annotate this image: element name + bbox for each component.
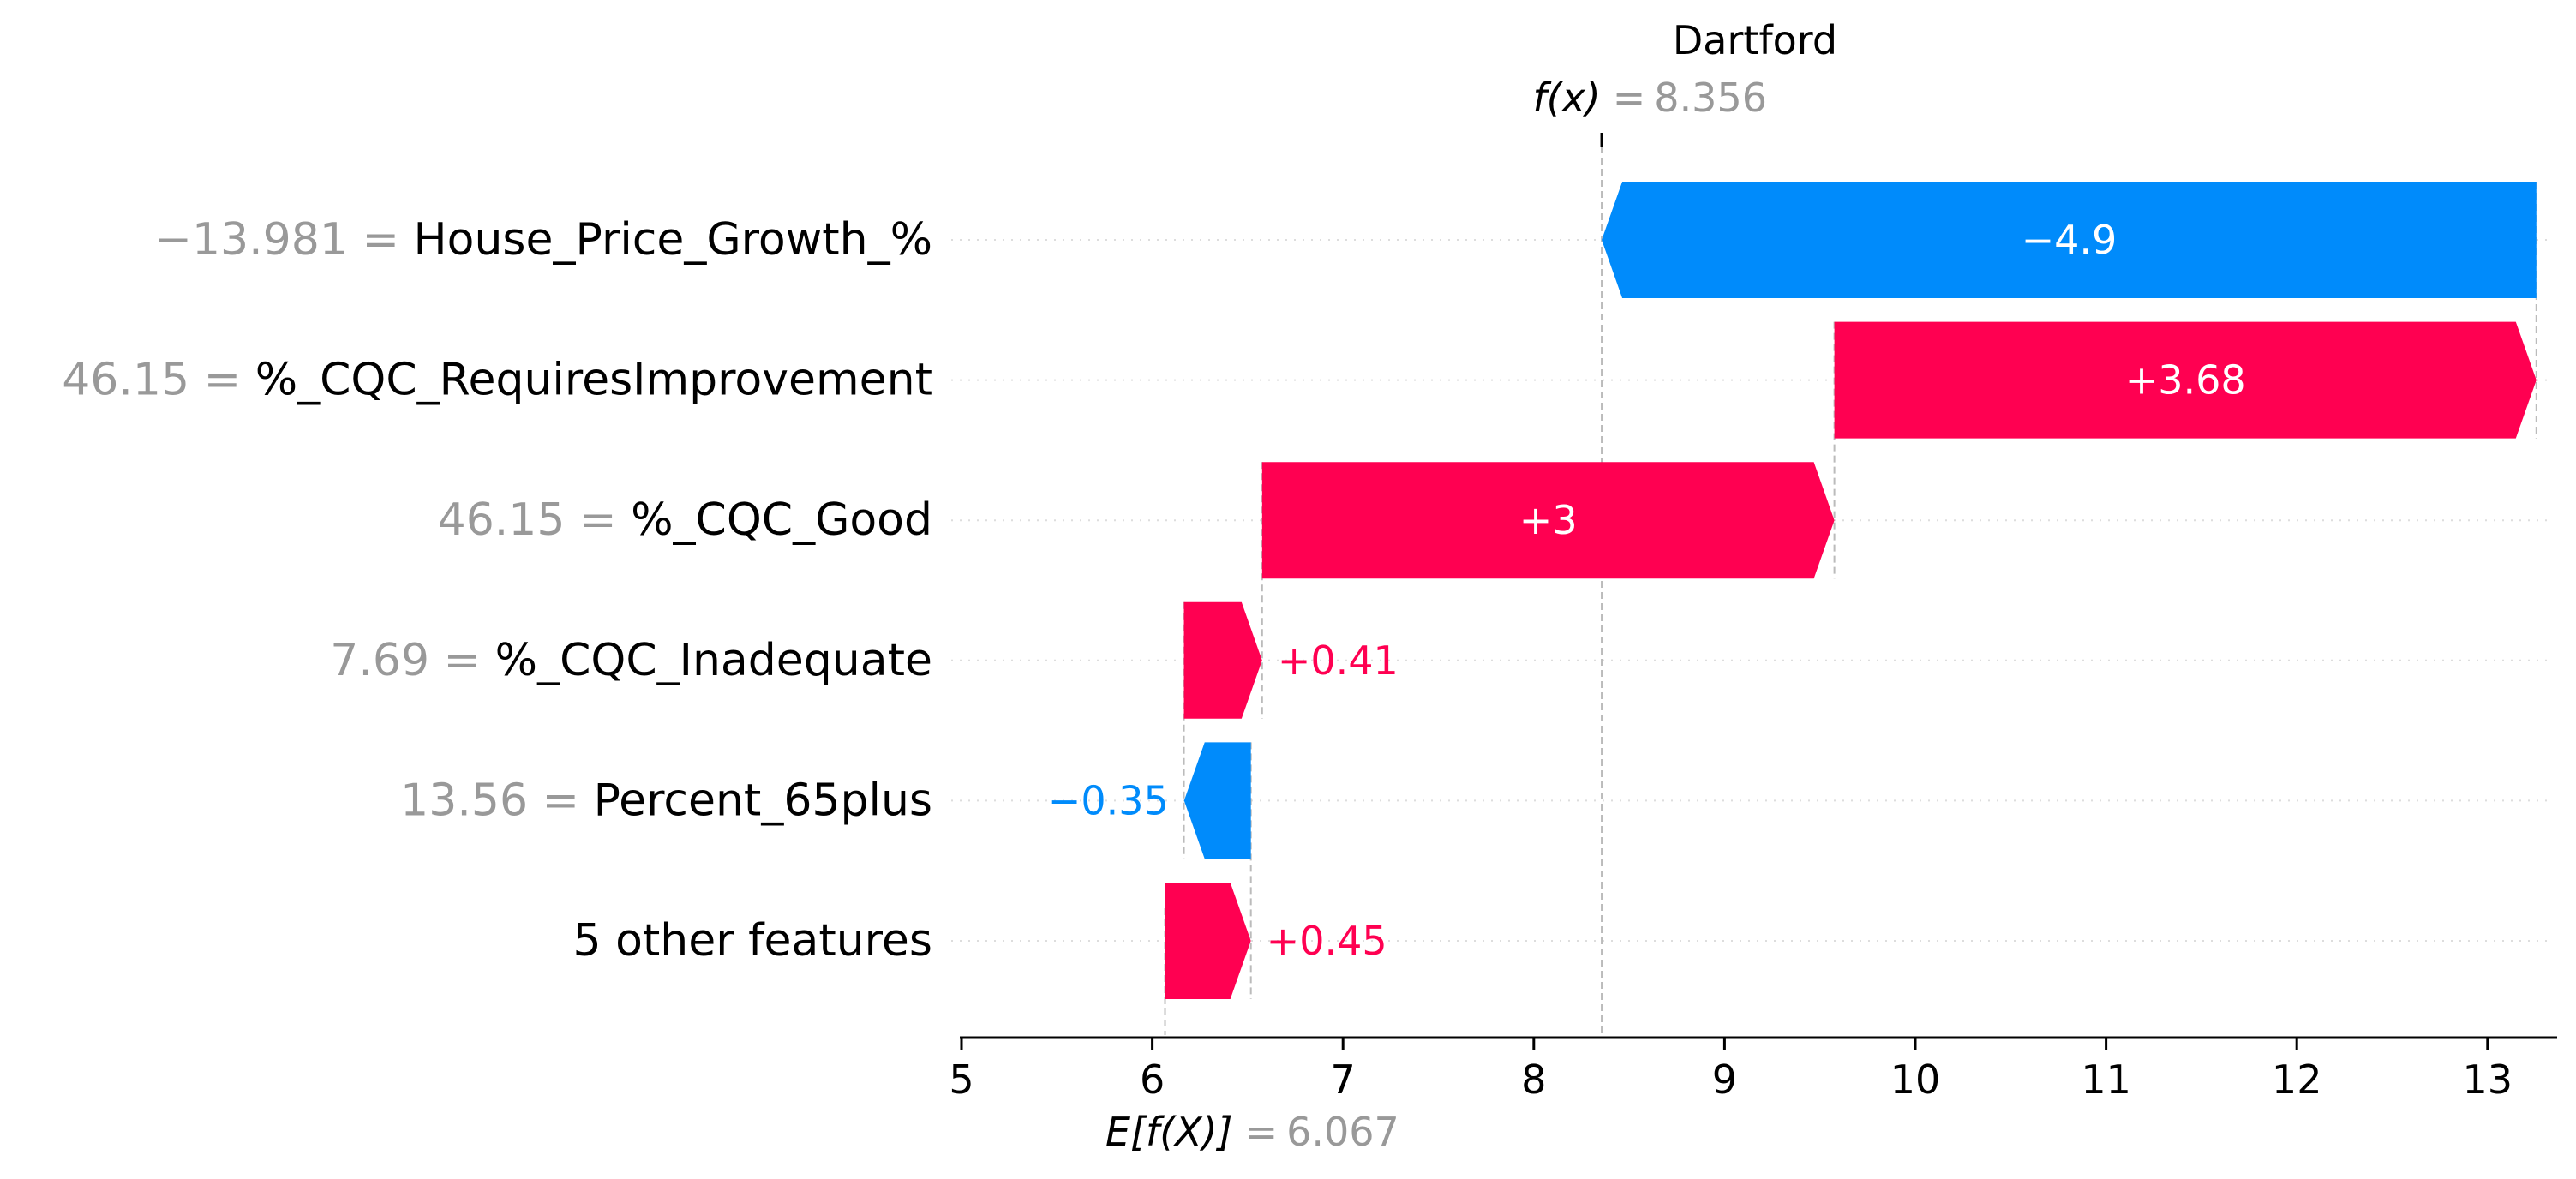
feature-name: %_CQC_Good (631, 494, 932, 546)
guide-lines (1164, 133, 2537, 1035)
x-tick-label: 10 (1890, 1056, 1941, 1103)
feature-label: 46.15 = %_CQC_RequiresImprovement (62, 355, 932, 406)
x-tick-label: 9 (1712, 1056, 1737, 1103)
x-tick-label: 12 (2272, 1056, 2322, 1103)
base-equals: = (1245, 1109, 1279, 1155)
contribution-label: +3 (1519, 497, 1578, 543)
feature-name: House_Price_Growth_% (414, 214, 932, 266)
feature-value: 46.15 = (62, 355, 255, 406)
contribution-label: +0.45 (1267, 918, 1387, 964)
feature-name: %_CQC_Inadequate (495, 635, 932, 686)
feature-label: −13.981 = House_Price_Growth_% (154, 214, 932, 266)
feature-label: 46.15 = %_CQC_Good (438, 494, 932, 546)
fx-equals: = (1613, 75, 1646, 121)
x-tick-label: 5 (949, 1056, 973, 1103)
contribution-bar (1834, 321, 2537, 439)
feature-value: 46.15 = (438, 494, 632, 546)
base-annotation: E[f(X)] = 6.067 (1105, 1109, 1399, 1155)
chart-title: Dartford (1673, 17, 1837, 63)
x-tick-label: 11 (2081, 1056, 2131, 1103)
feature-value: 13.56 = (400, 775, 594, 826)
contribution-label: −0.35 (1048, 777, 1169, 823)
base-label: E[f(X)] (1105, 1109, 1233, 1155)
contribution-bar (1183, 601, 1262, 719)
feature-name: Percent_65plus (594, 775, 932, 826)
x-tick-label: 6 (1140, 1056, 1165, 1103)
x-tick-label: 13 (2463, 1056, 2513, 1103)
feature-label: 7.69 = %_CQC_Inadequate (330, 635, 932, 686)
feature-value: −13.981 = (154, 214, 413, 266)
contribution-label: +0.41 (1278, 637, 1399, 684)
contribution-bar (1261, 462, 1835, 579)
contribution-label: −4.9 (2022, 217, 2118, 263)
x-tick-label: 7 (1331, 1056, 1356, 1103)
feature-name: 5 other features (572, 915, 932, 967)
contribution-labels: −4.9 +3.68 +3 +0.41 −0.35 +0.45 (1048, 217, 2246, 964)
feature-label: 13.56 = Percent_65plus (400, 775, 932, 826)
contribution-bar (1602, 182, 2537, 298)
contribution-bars (1165, 182, 2537, 999)
fx-value: 8.356 (1654, 75, 1767, 121)
feature-name: %_CQC_RequiresImprovement (255, 355, 932, 406)
feature-labels: −13.981 = House_Price_Growth_% 46.15 = %_… (62, 214, 932, 967)
contribution-label: +3.68 (2125, 357, 2246, 404)
x-axis-ticks: 5 6 7 8 9 10 11 12 13 (949, 1038, 2513, 1103)
fx-annotation: f(x) = 8.356 (1532, 75, 1767, 121)
contribution-bar (1165, 883, 1251, 999)
feature-label: 5 other features (572, 915, 932, 967)
x-tick-label: 8 (1521, 1056, 1546, 1103)
contribution-bar (1183, 742, 1251, 859)
fx-label: f(x) (1532, 75, 1600, 121)
base-value: 6.067 (1286, 1109, 1399, 1155)
feature-value: 7.69 = (330, 635, 494, 686)
